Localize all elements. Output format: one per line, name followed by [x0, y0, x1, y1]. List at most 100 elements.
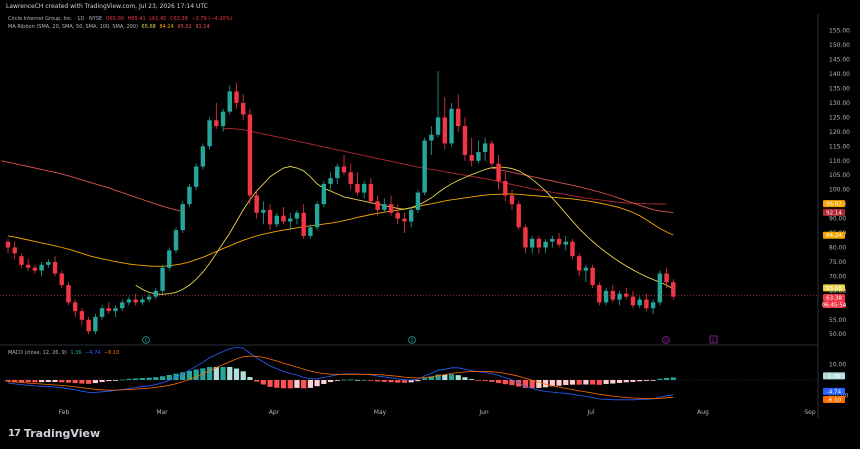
candle-body	[644, 299, 649, 309]
macd-histogram-bar	[334, 380, 340, 381]
candle-body	[133, 299, 138, 303]
sma-early-line	[1, 160, 183, 213]
candle-body	[120, 302, 125, 309]
time-axis[interactable]: Feb Mar Apr May Jun Jul Aug Sep	[59, 409, 816, 416]
macd-histogram-bar	[408, 380, 414, 383]
candle-body	[550, 238, 555, 242]
candle-body	[543, 241, 548, 248]
candle-body	[583, 267, 589, 271]
macd-histogram-bar	[442, 374, 448, 380]
price-tick-label: 120.00	[829, 129, 850, 136]
candle-body	[32, 267, 38, 271]
candle-body	[314, 204, 320, 228]
candle-body	[52, 261, 58, 274]
month-label: Jun	[478, 409, 489, 416]
macd-histogram-bar	[623, 380, 629, 383]
candle-body	[556, 238, 562, 245]
candle-body	[422, 140, 427, 193]
ma-ribbon-label[interactable]: MA Ribbon (SMA, 20, SMA, 50, SMA, 100, S…	[8, 24, 138, 30]
candle-body	[462, 126, 468, 155]
macd-histogram-bar	[32, 380, 38, 383]
macd-histogram-bar	[637, 380, 643, 382]
candle-body	[536, 238, 542, 248]
price-chart-svg[interactable]: E E D E 155.00 150.00 145.00 140.00 135.00 130.0…	[0, 14, 860, 418]
candle-body	[563, 241, 568, 245]
sma100-line	[222, 127, 667, 205]
last-price-tag-bg	[823, 294, 845, 302]
low-value: L61.45	[149, 16, 167, 22]
price-legend: Circle Internet Group, Inc. · 1D · NYSE …	[8, 16, 234, 22]
chart-header: LawrenceCH created with TradingView.com,…	[0, 0, 860, 14]
macd-histogram-bar	[428, 376, 434, 380]
candle-body	[577, 256, 582, 271]
dividend-marker[interactable]	[662, 336, 670, 344]
candle-body	[496, 163, 501, 181]
footer: 17 TradingView	[0, 418, 860, 449]
price-tick-label: 115.00	[829, 143, 850, 150]
candle-body	[86, 319, 91, 332]
candle-body	[301, 212, 306, 236]
macd-histogram-bar	[52, 380, 58, 383]
candle-body	[146, 296, 152, 300]
price-tick-label: 110.00	[829, 158, 850, 165]
macd-histogram-bar	[435, 374, 441, 380]
candle-body	[25, 264, 31, 268]
candle-body	[509, 195, 515, 205]
candle-body	[241, 102, 246, 115]
countdown-tag-bg	[823, 301, 845, 309]
candle-body	[570, 241, 575, 257]
candle-body	[207, 120, 212, 147]
macd-histogram-bar	[670, 377, 676, 380]
macd-histogram-bar	[529, 380, 535, 389]
candle-body	[650, 302, 656, 309]
macd-histogram-bar	[341, 379, 347, 381]
macd-histogram-bar	[596, 380, 602, 385]
countdown-tag: 06:45:54	[822, 303, 847, 309]
upcoming-earnings-marker[interactable]	[709, 335, 718, 344]
macd-histogram-bar	[509, 380, 515, 386]
macd-histogram-bar	[65, 380, 72, 383]
candle-body	[449, 108, 454, 144]
macd-histogram-bar	[220, 366, 226, 380]
macd-histogram-bar	[556, 380, 562, 386]
price-tick-label: 155.00	[829, 28, 850, 35]
candle-body	[187, 186, 192, 205]
tradingview-logo[interactable]: 17 TradingView	[8, 427, 100, 440]
macd-histogram-bar	[247, 377, 253, 380]
macd-histogram-bar	[650, 380, 656, 381]
macd-histogram-bar	[159, 376, 166, 380]
earnings-marker-1[interactable]	[142, 336, 150, 344]
macd-histogram-bar	[267, 380, 273, 387]
earnings-marker-2[interactable]	[408, 336, 416, 344]
macd-histogram-bar	[233, 368, 240, 380]
macd-histogram-bar	[307, 380, 313, 388]
macd-histogram-bar	[126, 378, 132, 380]
macd-hist-value: 1.36	[70, 350, 82, 356]
macd-histogram-bar	[543, 380, 549, 388]
macd-histogram-bar	[133, 378, 139, 380]
macd-histogram-bar	[616, 380, 623, 383]
macd-histogram-bar	[502, 380, 508, 385]
macd-histogram-bar	[630, 380, 636, 382]
macd-histogram-bar	[536, 380, 542, 388]
macd-histogram-bar	[12, 380, 18, 382]
candle-body	[597, 285, 602, 303]
macd-histogram-bar	[99, 380, 105, 383]
macd-histogram-bar	[489, 380, 495, 382]
macd-histogram-bar	[294, 380, 300, 388]
macd-hist-tag: 1.36	[828, 374, 841, 380]
symbol-label[interactable]: Circle Internet Group, Inc. · 1D · NYSE	[8, 16, 103, 22]
macd-label[interactable]: MACD (close, 12, 26, 9)	[8, 350, 67, 356]
macd-histogram-bar	[207, 366, 213, 380]
macd-line-tag-bg	[823, 387, 845, 395]
open-value: O65.00	[105, 16, 124, 22]
candle-body	[657, 273, 663, 303]
chart-area[interactable]: E E D E 155.00 150.00 145.00 140.00 135.00 130.0…	[0, 14, 860, 418]
candle-body	[39, 264, 44, 271]
macd-histogram-bar	[112, 380, 119, 381]
tradingview-logo-icon: 17	[8, 428, 21, 439]
sma50-tag: 84.24	[826, 233, 842, 239]
candle-body	[624, 293, 629, 297]
macd-histogram-bar	[92, 380, 98, 384]
macd-signal-value: −6.10	[104, 350, 120, 356]
